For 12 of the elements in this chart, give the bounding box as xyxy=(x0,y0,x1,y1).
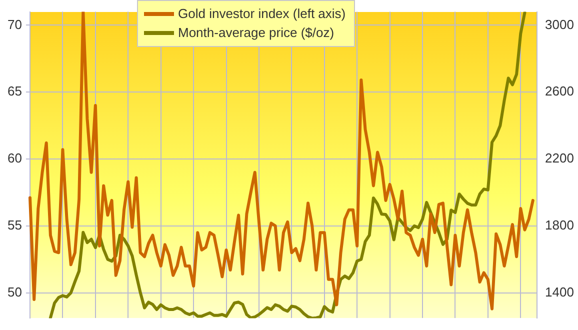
y2-tick-label: 2200 xyxy=(545,150,574,166)
y2-tick-label: 2600 xyxy=(545,84,574,99)
y2-tick-label: 1400 xyxy=(545,284,574,300)
legend-label: Gold investor index (left axis) xyxy=(178,6,346,21)
y-tick-label: 60 xyxy=(8,150,22,166)
y-tick-label: 65 xyxy=(8,84,22,99)
legend-label: Month-average price ($/oz) xyxy=(178,25,334,40)
y2-tick-label: 3000 xyxy=(545,16,574,32)
y-tick-label: 70 xyxy=(8,16,22,32)
y2-tick-label: 1800 xyxy=(545,217,574,232)
y-tick-label: 50 xyxy=(8,284,22,300)
y-tick-label: 55 xyxy=(8,217,22,232)
